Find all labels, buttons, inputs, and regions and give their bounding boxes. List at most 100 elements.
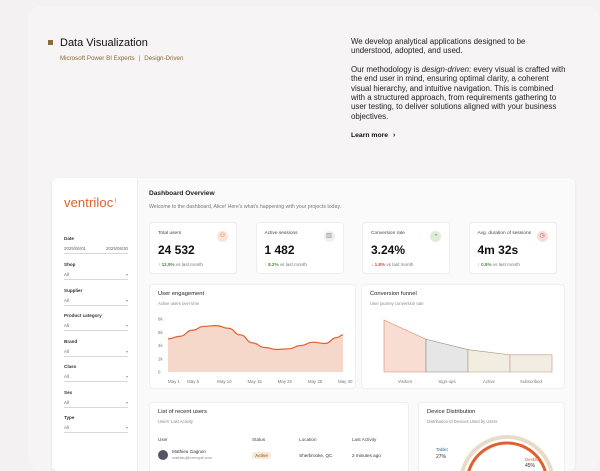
filter-select[interactable]: All ▾ <box>64 400 128 405</box>
filter-class[interactable]: Class All ▾ <box>64 364 128 382</box>
x-tick-label: May 5 <box>187 379 200 384</box>
desktop-value: 45% <box>525 463 536 469</box>
kpi-title: Total users <box>158 231 182 236</box>
filter-underline <box>64 279 128 280</box>
brand-logo: ventriloc⁽ <box>64 195 117 210</box>
engagement-title: User engagement <box>158 291 205 297</box>
filter-type[interactable]: Type All ▾ <box>64 415 128 433</box>
filter-date-label: Date <box>64 236 74 241</box>
chevron-down-icon: ▾ <box>125 348 128 354</box>
user-name: Mathieu Gagnon <box>172 449 206 454</box>
user-email: mathieu@exemple.com <box>172 455 212 460</box>
col-location[interactable]: Location <box>299 437 317 442</box>
delta-value: 12.5% <box>161 262 175 267</box>
filter-product-category[interactable]: Product category All ▾ <box>64 313 128 331</box>
para2-emphasis: design-driven <box>421 64 469 74</box>
desktop-label: Desktop <box>525 457 542 462</box>
user-icon: ⚇ <box>217 231 228 242</box>
tablet-value: 27% <box>436 454 447 460</box>
dashboard-preview: ventriloc⁽ Date 2025/06/01 2025/06/30 Sho… <box>52 178 575 471</box>
filter-date[interactable]: Date 2025/06/01 2025/06/30 <box>64 236 128 254</box>
col-user[interactable]: User <box>158 437 168 442</box>
recent-title: List of recent users <box>158 409 207 415</box>
dashboard-title: Dashboard Overview <box>149 190 215 197</box>
tablet-label: Tablet <box>436 447 448 452</box>
filter-value: All <box>64 272 69 277</box>
filter-brand[interactable]: Brand All ▾ <box>64 339 128 357</box>
filter-select[interactable]: All ▾ <box>64 349 128 354</box>
filter-label: Product category <box>64 313 102 318</box>
tag-separator: | <box>138 55 141 62</box>
date-from[interactable]: 2025/06/01 <box>64 246 86 251</box>
col-status[interactable]: Status <box>252 437 266 442</box>
filter-shop[interactable]: Shop All ▾ <box>64 262 128 280</box>
x-tick-label: May 15 <box>247 379 262 384</box>
para2-post: : every visual is crafted with the end u… <box>351 64 566 121</box>
col-last-activity[interactable]: Last Activity <box>351 437 377 442</box>
filter-label: Class <box>64 364 77 369</box>
y-tick-label: 6k <box>158 330 163 335</box>
hero-heading-block: Data Visualization Microsoft Power BI Ex… <box>48 37 183 62</box>
learn-more-link[interactable]: Learn more › <box>351 131 566 140</box>
filter-select[interactable]: All ▾ <box>64 425 128 430</box>
engagement-subtitle: Active users over time <box>158 301 200 306</box>
hero-title: Data Visualization <box>60 37 148 49</box>
device-title: Device Distribution <box>427 409 476 415</box>
funnel-stage <box>383 319 427 373</box>
y-tick-label: 0 <box>158 370 161 375</box>
chevron-down-icon: ▾ <box>125 297 128 303</box>
date-range[interactable]: 2025/06/01 2025/06/30 <box>64 246 128 251</box>
donut-desktop-arc <box>467 441 547 471</box>
logo-mark-icon: ⁽ <box>114 197 117 207</box>
kpi-card: Conversion rate 3.24% ↓ 1.8% vs last month… <box>362 222 450 274</box>
hero-paragraph-1: We develop analytical applications desig… <box>351 37 526 56</box>
chevron-down-icon: ▾ <box>125 425 128 430</box>
hero-tags: Microsoft Power BI Experts | Design-Driven <box>60 55 183 62</box>
filter-select[interactable]: All ▾ <box>64 374 128 379</box>
recent-subtitle: Users' Last Activity <box>158 419 194 424</box>
filter-underline <box>64 330 128 331</box>
avatar <box>158 450 168 460</box>
funnel-stage-label: Visitors <box>398 379 413 384</box>
filter-select[interactable]: All ▾ <box>64 272 128 277</box>
kpi-title: Avg. duration of sessions <box>477 231 532 236</box>
filter-value: All <box>64 297 69 303</box>
filter-supplier[interactable]: Supplier All ▾ <box>64 288 128 306</box>
funnel-stage <box>425 338 469 373</box>
hero-paragraph-2: Our methodology is design-driven: every … <box>351 65 566 121</box>
kpi-card: Total users 24 532 ↑ 12.5% vs last month ⚇ <box>149 222 237 274</box>
x-tick-label: May 20 <box>278 379 293 384</box>
funnel-stage-label: Sign-ups <box>438 379 456 384</box>
filter-label: Brand <box>64 338 78 344</box>
donut-track <box>460 435 554 471</box>
engagement-area <box>168 325 343 372</box>
sidebar: ventriloc⁽ Date 2025/06/01 2025/06/30 Sho… <box>52 178 138 471</box>
y-tick-label: 8k <box>158 317 163 322</box>
filter-value: All <box>64 348 69 354</box>
funnel-title: Conversion funnel <box>370 291 417 297</box>
status-badge: Active <box>252 451 271 459</box>
delta-arrow-icon: ↓ <box>371 262 375 267</box>
date-to[interactable]: 2025/06/30 <box>106 246 128 251</box>
chevron-down-icon: ▾ <box>125 399 128 405</box>
status-cell: Active <box>252 451 299 459</box>
funnel-stage <box>509 354 553 373</box>
filter-value: All <box>64 323 69 328</box>
filter-select[interactable]: All ▾ <box>64 298 128 303</box>
kpi-delta: ↑ 8.2% vs last month <box>265 262 307 267</box>
kpi-value: 24 532 <box>158 243 195 257</box>
x-tick-label: May 25 <box>308 379 323 384</box>
device-donut-chart: Tablet 27% Desktop 45% <box>436 435 554 471</box>
filter-select[interactable]: All ▾ <box>64 323 128 328</box>
engagement-panel: User engagement Active users over time 0… <box>149 284 356 389</box>
location-cell: Sherbrooke, QC <box>299 452 333 458</box>
tag-power-bi: Microsoft Power BI Experts <box>60 55 135 62</box>
filter-sex[interactable]: Sex All ▾ <box>64 390 128 408</box>
logo-text: ventriloc <box>64 195 114 210</box>
table-row[interactable]: Mathieu Gagnon mathieu@exemple.com Active… <box>158 449 400 461</box>
filter-label: Shop <box>64 262 76 267</box>
tag-design-driven: Design-Driven <box>144 55 184 62</box>
recent-users-panel: List of recent users Users' Last Activit… <box>149 402 409 471</box>
engagement-area-chart: 0 2k 4k 6k 8k May 1 May 5 May 10 May 15 May 20 May… <box>158 317 353 385</box>
x-tick-label: May 10 <box>217 379 232 384</box>
